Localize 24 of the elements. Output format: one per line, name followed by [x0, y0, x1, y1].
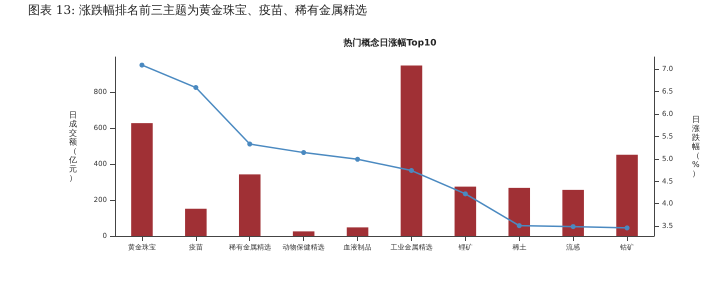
point — [624, 225, 630, 230]
bar — [292, 231, 314, 236]
bar — [616, 154, 638, 236]
y-axis-title: 日成交额（亿元） — [68, 110, 77, 182]
point — [247, 142, 252, 147]
bar — [400, 65, 422, 236]
chart-title: 热门概念日涨幅Top10 — [342, 38, 437, 48]
point — [570, 224, 576, 230]
point — [139, 62, 144, 68]
bar — [508, 188, 530, 236]
y2-axis-title: 日涨跌幅（%） — [692, 115, 700, 178]
point — [462, 191, 468, 196]
text: 图表 13: 涨跌幅排名前三主题为黄金珠宝、疫苗、稀有金属精选 — [28, 3, 367, 17]
bar — [131, 123, 153, 236]
point — [408, 168, 414, 173]
point — [516, 223, 522, 228]
bar — [185, 208, 207, 236]
bar — [454, 186, 476, 236]
point — [193, 85, 198, 90]
point — [355, 156, 360, 162]
point — [301, 150, 306, 156]
bar — [346, 227, 368, 236]
bar — [562, 190, 584, 236]
bar — [238, 174, 261, 236]
